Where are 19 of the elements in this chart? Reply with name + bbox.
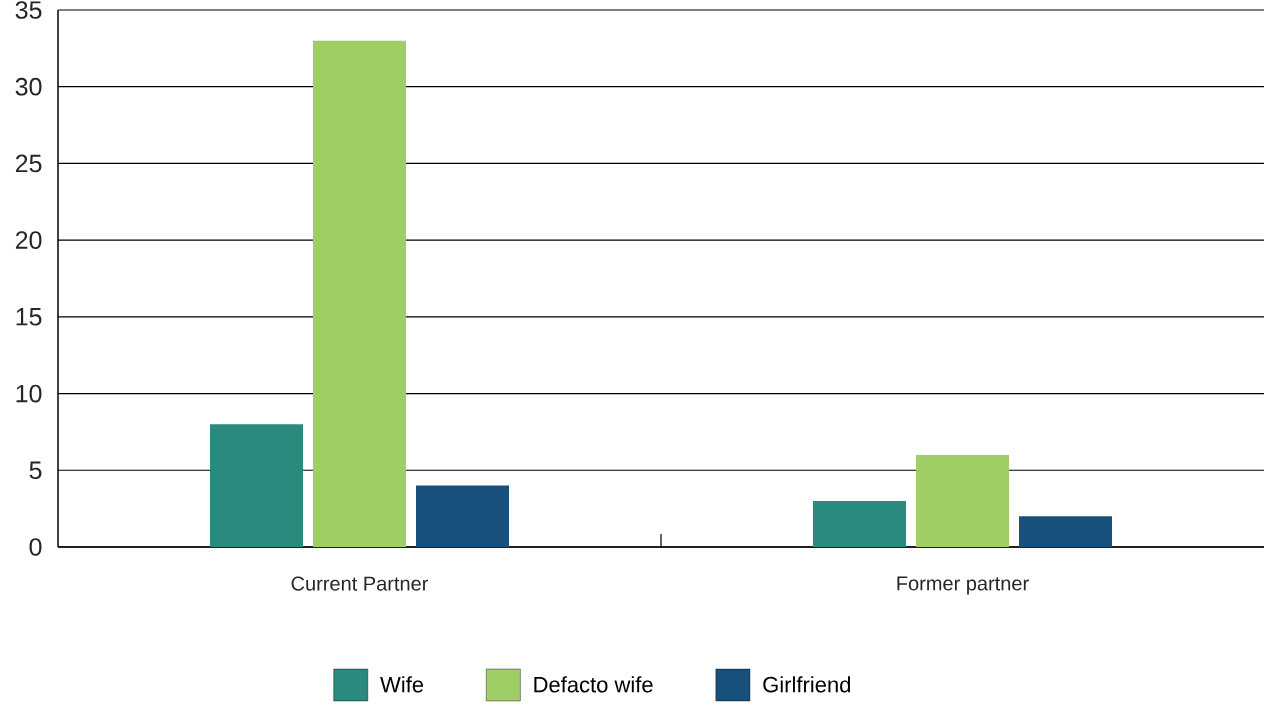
bar xyxy=(210,424,304,547)
bar xyxy=(416,485,509,547)
y-tick-label: 0 xyxy=(29,538,42,556)
y-tick-label: 15 xyxy=(16,308,42,326)
y-tick-label: 35 xyxy=(15,1,42,19)
x-tick-label: Current Partner xyxy=(291,576,429,591)
legend-label: Defacto wife xyxy=(534,676,653,693)
bar xyxy=(813,500,906,547)
bar xyxy=(916,454,1009,547)
y-tick-label: 5 xyxy=(29,461,42,479)
y-tick-label: 20 xyxy=(15,231,42,249)
bar xyxy=(313,40,406,547)
x-tick-label: Former partner xyxy=(897,576,1029,595)
bar xyxy=(1019,516,1112,547)
y-tick-label: 30 xyxy=(15,77,42,96)
y-tick-label: 25 xyxy=(15,154,42,173)
y-tick-label: 10 xyxy=(16,384,42,403)
legend-label: Girlfriend xyxy=(763,676,850,693)
legend-label: Wife xyxy=(380,676,424,693)
